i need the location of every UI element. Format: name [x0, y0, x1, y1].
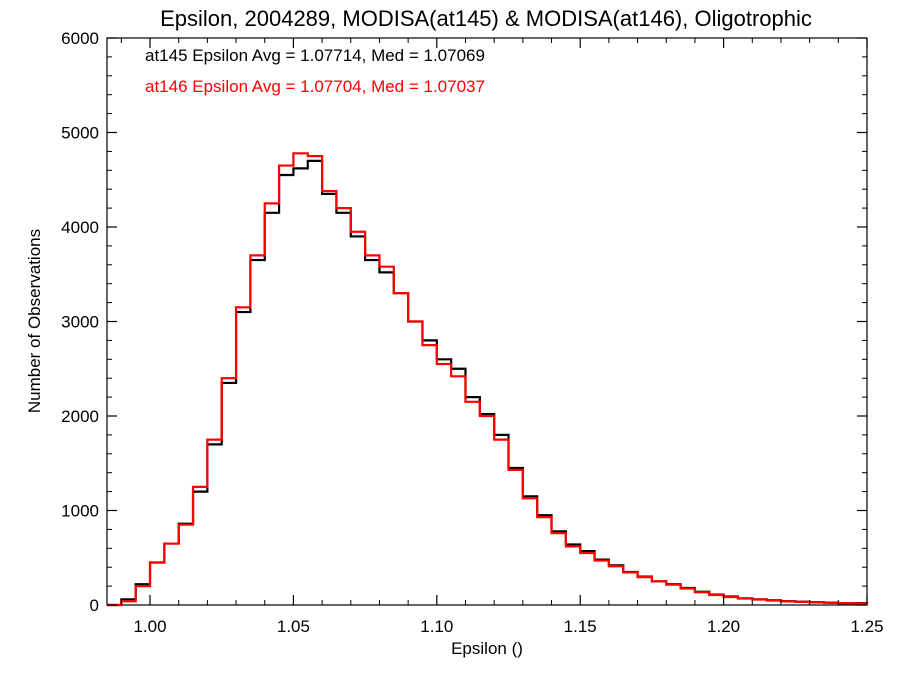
chart-title: Epsilon, 2004289, MODISA(at145) & MODISA… [160, 6, 812, 31]
y-tick-label: 5000 [61, 124, 99, 143]
legend-at145: at145 Epsilon Avg = 1.07714, Med = 1.070… [145, 46, 485, 65]
x-tick-label: 1.15 [564, 617, 597, 636]
legend-at146: at146 Epsilon Avg = 1.07704, Med = 1.070… [145, 77, 485, 96]
y-axis: 0 1000 2000 3000 4000 5000 6000 [61, 29, 867, 615]
y-tick-label: 0 [90, 596, 99, 615]
x-tick-label: 1.00 [133, 617, 166, 636]
y-tick-label: 4000 [61, 218, 99, 237]
x-tick-label: 1.10 [420, 617, 453, 636]
y-tick-label: 2000 [61, 407, 99, 426]
y-tick-label: 1000 [61, 502, 99, 521]
x-axis-label: Epsilon () [451, 639, 523, 658]
series-line-1 [107, 152, 869, 607]
plot-area [106, 37, 868, 606]
plot-frame [106, 37, 868, 606]
series-group [107, 152, 869, 607]
x-tick-label: 1.05 [277, 617, 310, 636]
y-tick-label: 3000 [61, 313, 99, 332]
x-tick-label: 1.20 [707, 617, 740, 636]
y-tick-label: 6000 [61, 29, 99, 48]
y-axis-label: Number of Observations [25, 229, 44, 413]
x-axis: 1.00 1.05 1.10 1.15 1.20 1.25 [120, 38, 884, 636]
x-tick-label: 1.25 [850, 617, 883, 636]
